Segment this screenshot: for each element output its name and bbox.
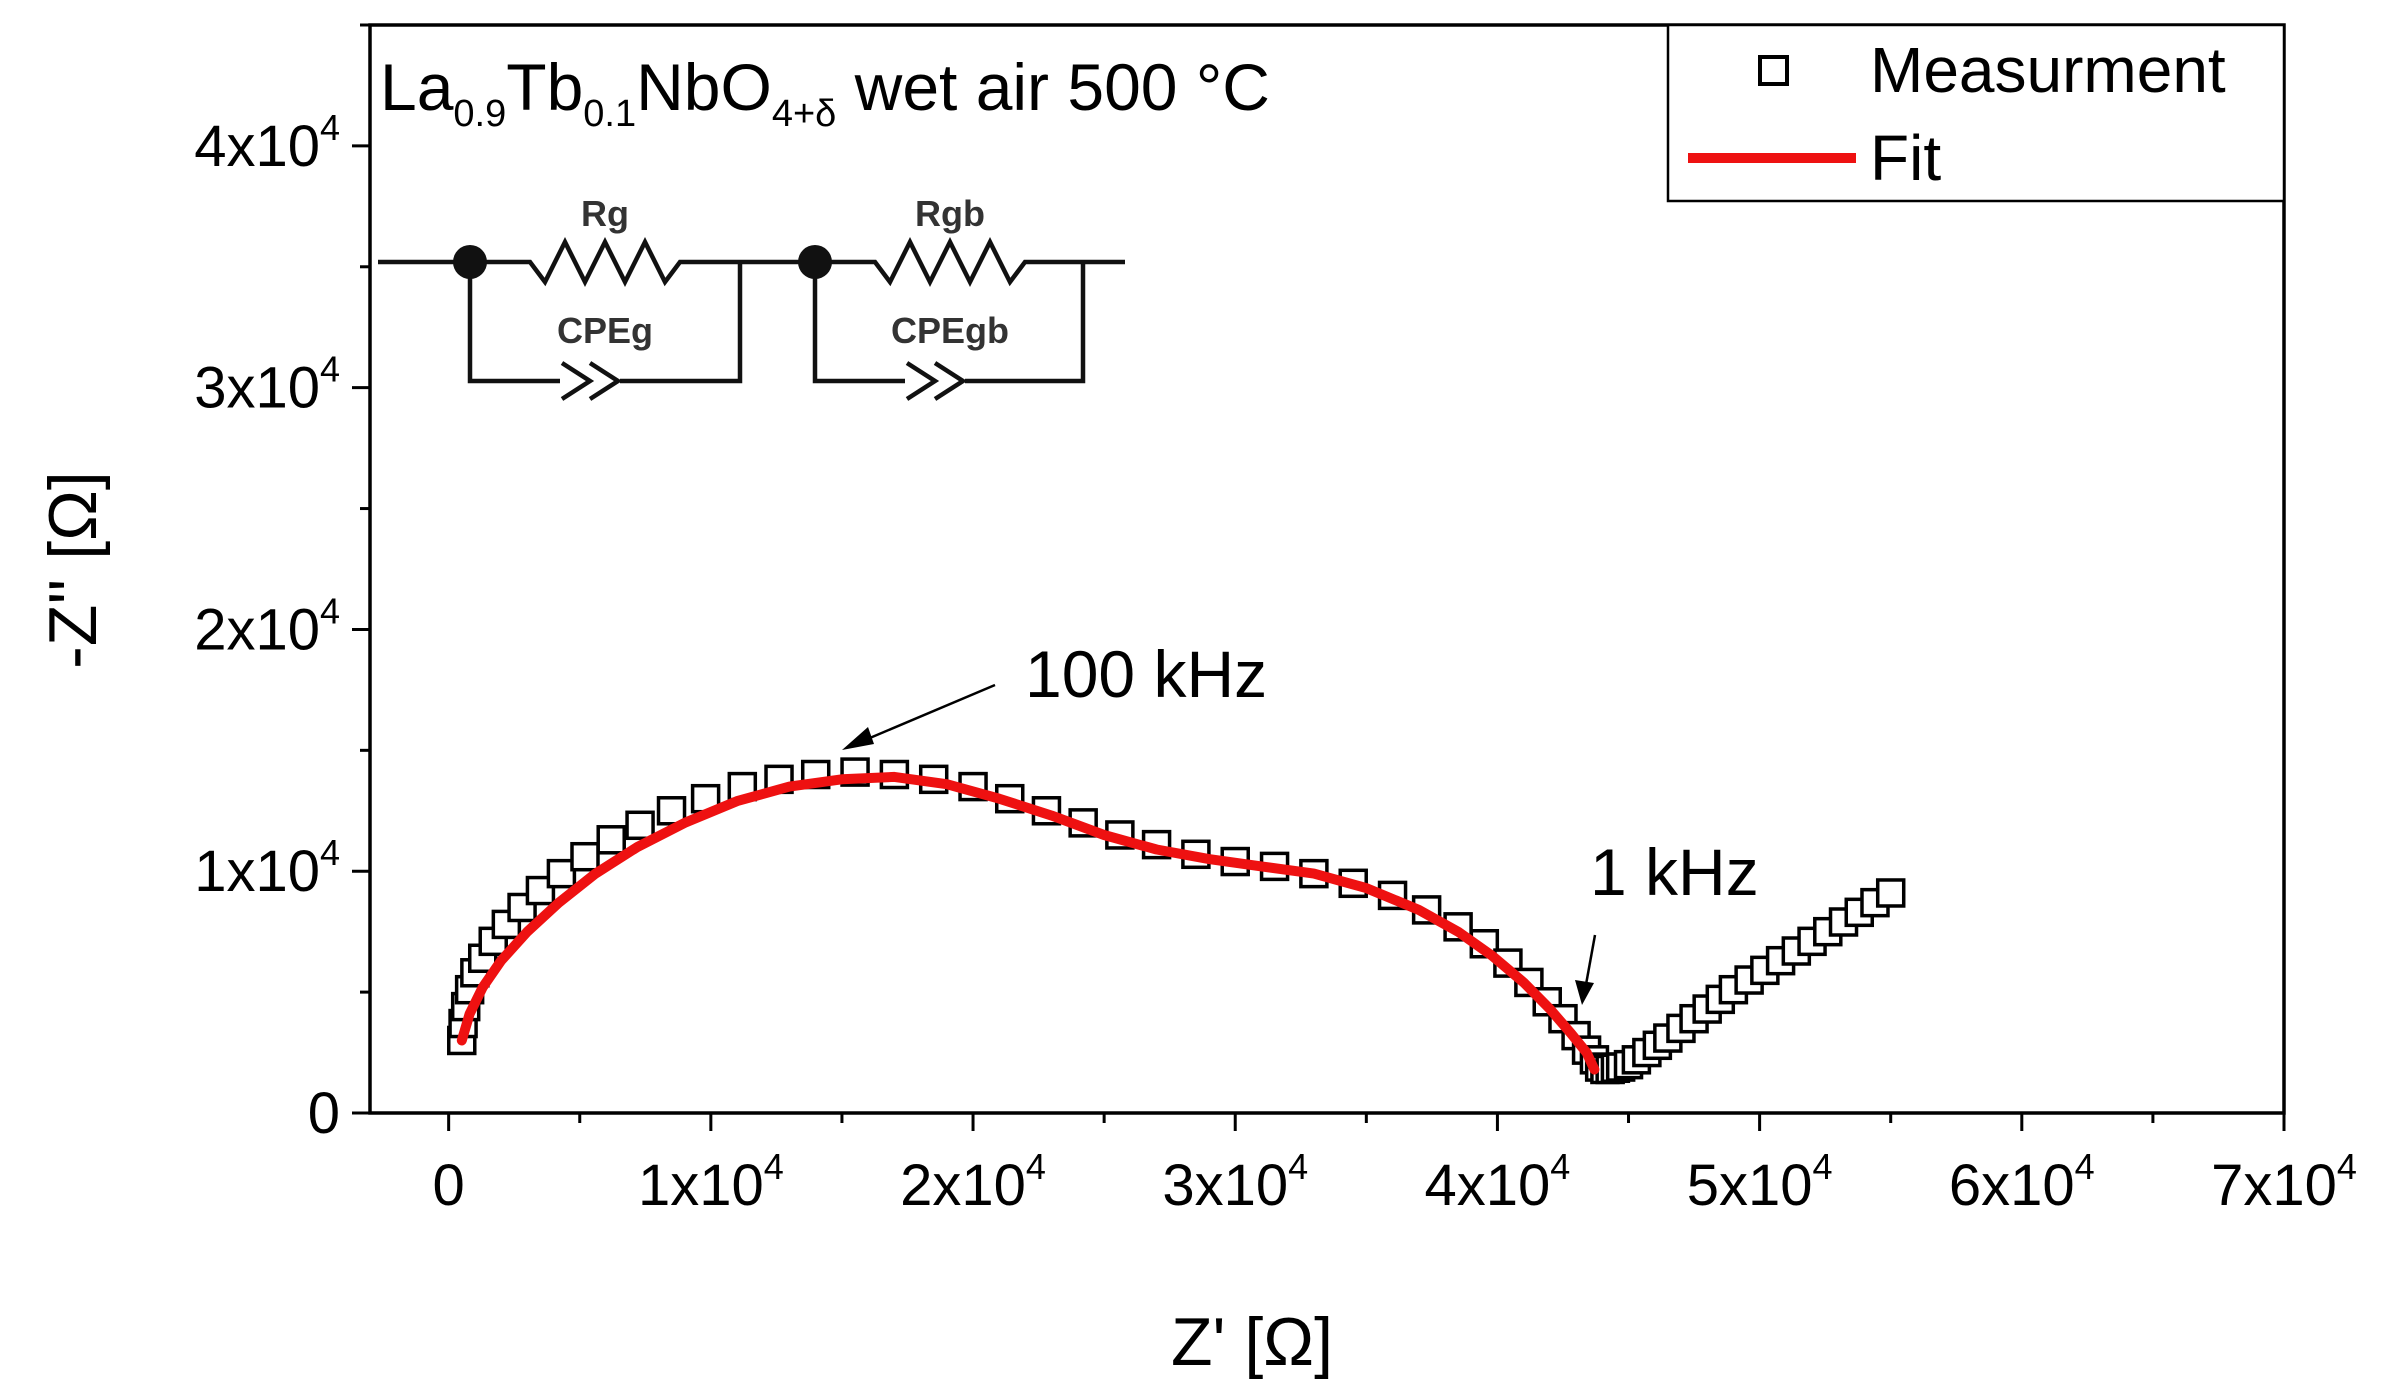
title-part-0: La xyxy=(380,50,454,124)
fit-series-line xyxy=(456,771,1600,1075)
equivalent-circuit xyxy=(378,236,1125,401)
x-tick-label-1: 1x104 xyxy=(638,1146,784,1218)
resistor-rg-symbol xyxy=(470,236,740,288)
title-part-6: wet air 500 °C xyxy=(836,50,1270,124)
y-tick-labels: 0 1x104 2x104 3x104 4x104 xyxy=(194,107,340,1146)
x-tick-label-2: 2x104 xyxy=(900,1146,1046,1218)
measurement-point xyxy=(570,841,600,872)
y-tick-label-0: 0 xyxy=(308,1081,340,1146)
measurement-point xyxy=(656,796,687,826)
annotation-1khz-arrow xyxy=(1575,934,1597,1005)
resistor-rgb-symbol xyxy=(815,236,1083,288)
annotation-1khz: 1 kHz xyxy=(1590,835,1759,909)
legend-box xyxy=(1666,23,2286,203)
y-tick-label-1: 1x104 xyxy=(194,832,340,904)
x-tick-label-3: 3x104 xyxy=(1162,1146,1308,1218)
y-tick-label-4: 4x104 xyxy=(194,107,340,179)
title-part-3: 0.1 xyxy=(583,93,636,135)
plot-title: La0.9Tb0.1NbO4+δ wet air 500 °C xyxy=(380,50,1270,135)
circuit-node-2 xyxy=(798,245,832,279)
x-tick-label-5: 5x104 xyxy=(1687,1146,1833,1218)
measurement-point xyxy=(596,825,626,855)
cpe-g-symbol-a xyxy=(560,361,595,401)
x-axis-title: Z' [Ω] xyxy=(1171,1304,1333,1380)
x-tick-label-0: 0 xyxy=(433,1153,465,1218)
annotation-100khz-arrow xyxy=(842,683,996,750)
plot-frame xyxy=(368,23,2286,1115)
x-tick-labels: 0 1x104 2x104 3x104 4x104 5x104 6x104 7x104 xyxy=(433,1146,2357,1218)
cpe-gb-symbol-b xyxy=(933,361,968,401)
circuit-label-cpegb: CPEgb xyxy=(891,310,1009,351)
circuit-lower-branch-left-1 xyxy=(467,262,560,384)
circuit-label-rgb: Rgb xyxy=(915,193,985,234)
circuit-lower-branch-right-1 xyxy=(620,262,743,384)
axis-ticks xyxy=(352,23,2286,1131)
annotation-100khz: 100 kHz xyxy=(1025,637,1267,711)
x-tick-label-7: 7x104 xyxy=(2211,1146,2357,1218)
title-part-5: 4+δ xyxy=(772,93,836,135)
y-tick-label-3: 3x104 xyxy=(194,349,340,421)
legend-label-measurment: Measurment xyxy=(1870,34,2226,106)
measurement-point xyxy=(1875,878,1906,908)
y-tick-label-2: 2x104 xyxy=(194,590,340,662)
circuit-label-cpeg: CPEg xyxy=(557,310,653,351)
legend: Measurment Fit xyxy=(1666,23,2286,203)
circuit-node-1 xyxy=(453,245,487,279)
title-part-2: Tb xyxy=(506,50,583,124)
x-tick-label-6: 6x104 xyxy=(1949,1146,2095,1218)
measurement-point xyxy=(625,810,655,841)
circuit-label-rg: Rg xyxy=(581,193,629,234)
x-tick-label-4: 4x104 xyxy=(1425,1146,1571,1218)
legend-marker-measurment xyxy=(1758,55,1789,86)
title-part-4: NbO xyxy=(636,50,772,124)
legend-label-fit: Fit xyxy=(1870,122,1941,194)
cpe-gb-symbol-a xyxy=(905,361,940,401)
y-axis-title: -Z'' [Ω] xyxy=(35,471,111,669)
title-part-1: 0.9 xyxy=(453,93,506,135)
circuit-lower-branch-right-2 xyxy=(965,262,1086,384)
measurement-point xyxy=(546,858,577,889)
measurement-point xyxy=(525,875,556,906)
circuit-lower-branch-left-2 xyxy=(812,262,905,384)
cpe-g-symbol-b xyxy=(588,361,623,401)
